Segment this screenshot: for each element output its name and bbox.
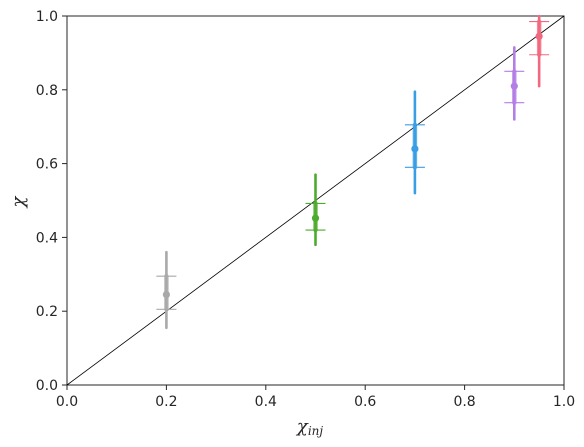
y-tick-label: 1.0 (36, 9, 58, 25)
median-point (411, 145, 419, 153)
median-point (535, 32, 543, 40)
median-point (510, 82, 518, 90)
median-point (311, 214, 320, 222)
y-tick-label: 0.4 (36, 230, 58, 246)
y-tick-label: 0.6 (36, 157, 58, 173)
y-tick-label: 0.0 (36, 378, 58, 394)
x-axis-ticks: 0.0 0.2 0.4 0.6 0.8 1.0 (56, 385, 575, 410)
x-tick-label: 0.0 (56, 394, 78, 410)
data-point-group (504, 46, 525, 121)
x-tick-label: 1.0 (553, 394, 575, 410)
y-tick-label: 0.2 (36, 304, 58, 320)
y-axis-label: χ (8, 195, 29, 209)
y-tick-label: 0.8 (36, 83, 58, 99)
y-axis-ticks: 0.0 0.2 0.4 0.6 0.8 1.0 (36, 9, 67, 394)
data-markers (156, 14, 550, 330)
data-point-group (156, 250, 177, 330)
data-point-group (305, 173, 326, 247)
x-axis-label: χinj (295, 416, 323, 438)
x-tick-label: 0.6 (354, 394, 376, 410)
x-tick-label: 0.4 (255, 394, 277, 410)
data-point-group (529, 14, 550, 88)
median-point (162, 290, 170, 299)
x-tick-label: 0.8 (453, 394, 475, 410)
data-point-group (404, 90, 425, 195)
x-tick-label: 0.2 (155, 394, 177, 410)
